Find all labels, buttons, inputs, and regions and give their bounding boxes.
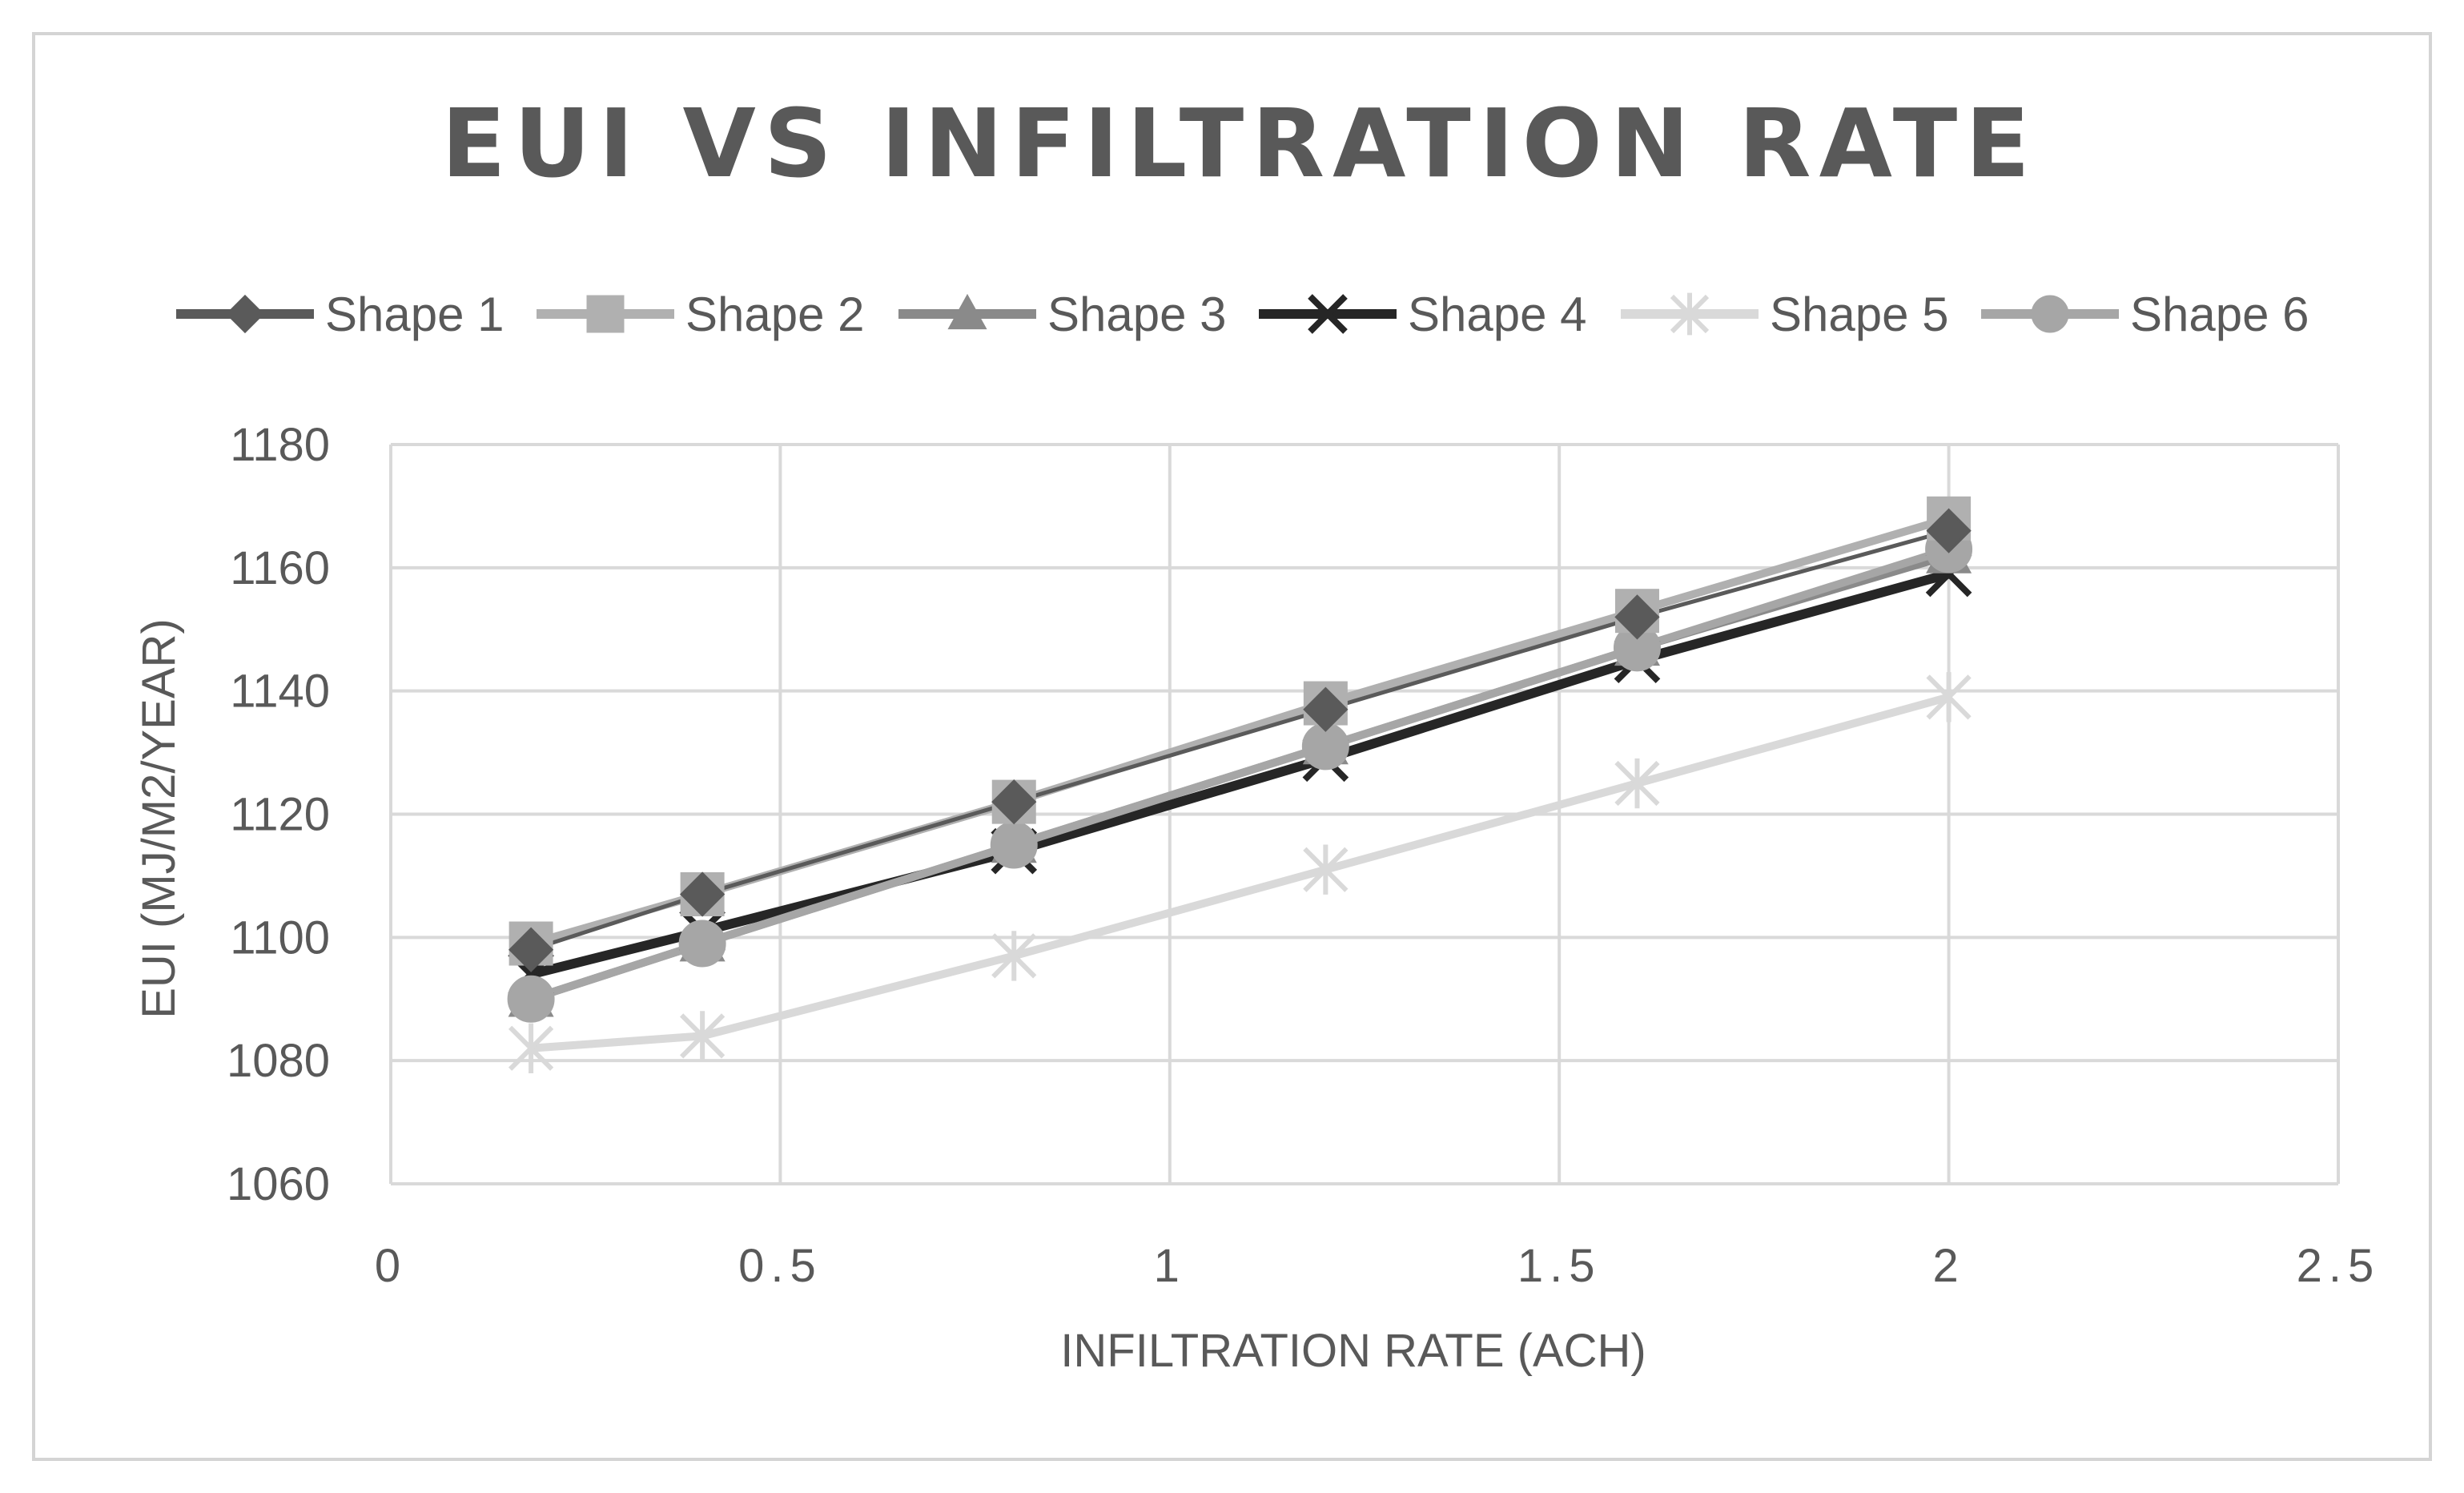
series-line-shape-1 <box>530 529 1950 952</box>
x-tick-label: 0 <box>375 1240 407 1292</box>
series-point-shape-6 <box>990 821 1038 869</box>
series-point-shape-5 <box>1303 844 1349 895</box>
series-point-shape-1 <box>679 871 726 917</box>
x-axis-ticks: 0 0.5 1 1.5 2 2.5 <box>375 1240 2381 1292</box>
series-point-shape-1 <box>1303 686 1349 732</box>
y-tick-label: 1180 <box>230 419 330 471</box>
x-tick-label: 0.5 <box>738 1240 822 1292</box>
y-tick-label: 1120 <box>230 789 330 841</box>
y-axis-label: EUI (MJ/M2/YEAR) <box>133 618 185 1019</box>
series-line-shape-2 <box>529 514 1951 948</box>
legend-item-shape-5: Shape 5 <box>1621 288 1949 341</box>
series-line-shape-6 <box>529 545 1951 1004</box>
legend-marker-shape-6 <box>2031 295 2069 333</box>
x-tick-label: 1 <box>1154 1240 1186 1292</box>
legend-marker-shape-2 <box>586 295 625 333</box>
legend-item-shape-3: Shape 3 <box>898 288 1227 341</box>
legend-label-shape-5: Shape 5 <box>1770 288 1949 341</box>
series-point-shape-1 <box>508 927 554 972</box>
series-point-shape-5 <box>991 931 1037 981</box>
x-tick-label: 2.5 <box>2297 1240 2381 1292</box>
legend: Shape 1 Shape 2 Shape 3 Shape 4 Shape 5 Shape… <box>176 288 2309 341</box>
legend-label-shape-2: Shape 2 <box>685 288 865 341</box>
y-tick-label: 1080 <box>227 1035 330 1087</box>
y-tick-label: 1100 <box>230 911 330 964</box>
legend-marker-shape-4 <box>1308 294 1348 334</box>
legend-item-shape-1: Shape 1 <box>176 288 504 341</box>
chart-frame <box>32 32 2432 1461</box>
gridlines <box>389 443 2340 1185</box>
legend-item-shape-6: Shape 6 <box>1981 288 2309 341</box>
legend-label-shape-6: Shape 6 <box>2130 288 2309 341</box>
legend-marker-shape-5 <box>1670 292 1710 336</box>
series-point-shape-1 <box>991 779 1037 825</box>
series-point-shape-5 <box>1926 672 1972 722</box>
series-point-shape-5 <box>679 1011 726 1061</box>
series-point-shape-6 <box>507 975 555 1023</box>
legend-item-shape-4: Shape 4 <box>1259 288 1587 341</box>
x-tick-label: 1.5 <box>1517 1240 1602 1292</box>
series-point-shape-5 <box>508 1023 554 1073</box>
series-point-shape-6 <box>678 920 726 968</box>
y-tick-label: 1160 <box>230 542 330 594</box>
x-tick-label: 2 <box>1932 1240 1964 1292</box>
series-point-shape-1 <box>1614 594 1660 640</box>
series-point-shape-5 <box>1614 758 1660 809</box>
y-tick-label: 1060 <box>227 1158 330 1210</box>
y-axis-ticks: 1060 1080 1100 1120 1140 1160 1180 <box>227 419 330 1210</box>
series-lines <box>529 514 1951 1052</box>
chart-title: EUI VS INFILTRATION RATE <box>441 88 2038 199</box>
legend-label-shape-3: Shape 3 <box>1047 288 1227 341</box>
series-point-shape-1 <box>1926 508 1972 553</box>
legend-item-shape-2: Shape 2 <box>537 288 865 341</box>
series-line-shape-5 <box>530 693 1950 1052</box>
legend-label-shape-1: Shape 1 <box>325 288 504 341</box>
series-markers <box>507 496 1973 1073</box>
series-line-shape-4 <box>529 569 1951 980</box>
legend-label-shape-4: Shape 4 <box>1408 288 1587 341</box>
y-tick-label: 1140 <box>230 666 330 718</box>
x-axis-label: INFILTRATION RATE (ACH) <box>1060 1325 1646 1377</box>
legend-marker-shape-1 <box>225 294 265 334</box>
legend-marker-shape-3 <box>947 293 987 330</box>
